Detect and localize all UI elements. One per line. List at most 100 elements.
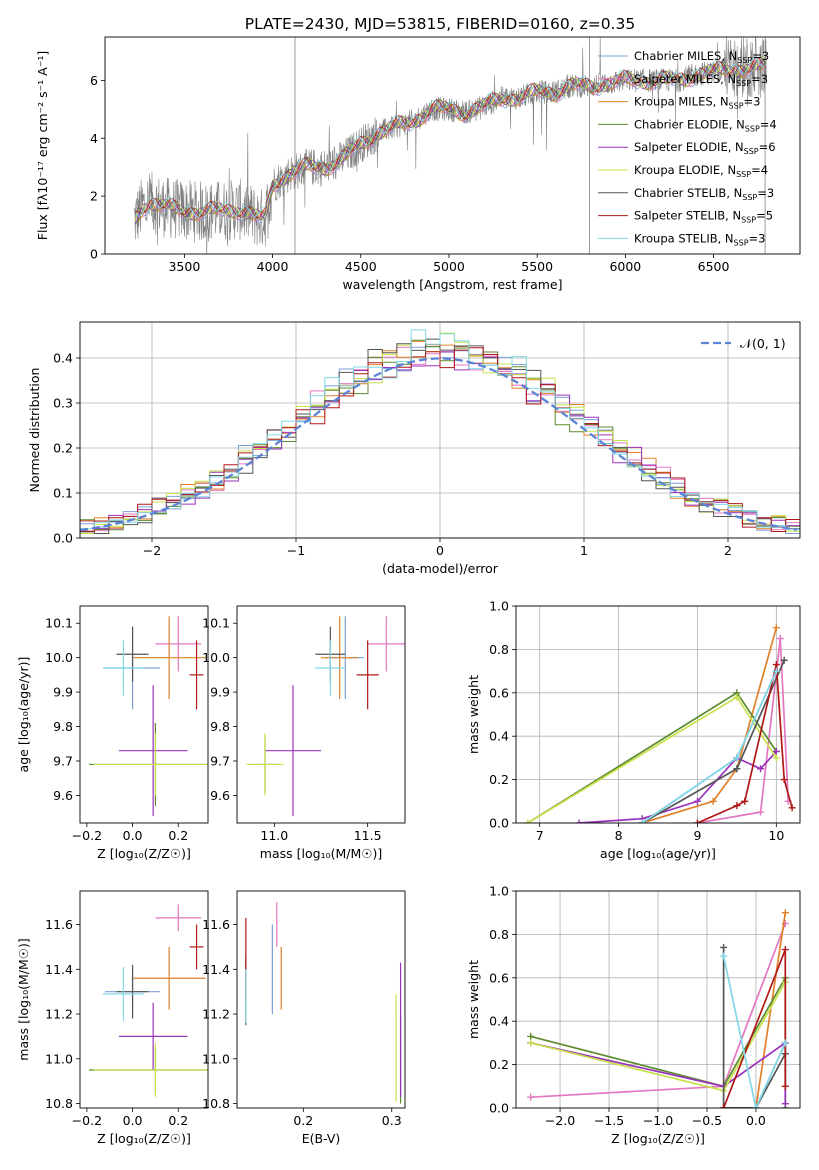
plus-marker [693, 819, 701, 823]
plot-content [80, 329, 800, 538]
plus-marker [720, 943, 728, 951]
y-tick-label: 0.1 [53, 486, 73, 501]
x-tick-label: 3500 [168, 259, 200, 274]
plus-marker [733, 754, 741, 762]
axes-frame: −0.2 0.0 0.2 9.6 9.7 9.8 9.9 10.0 10.1 Z [log₁₀(Z… [16, 605, 209, 861]
y-tick-label: 0.0 [489, 1101, 509, 1116]
plus-marker [638, 819, 646, 823]
y-tick-label: 0.3 [53, 396, 73, 411]
legend-label: Chabrier ELODIE, NSSP=4 [634, 117, 777, 133]
x-tick-label: 5000 [433, 259, 465, 274]
y-tick-label: 9.8 [53, 719, 73, 734]
y-tick-label: 0.4 [489, 1014, 509, 1029]
plus-marker [781, 909, 789, 917]
legend-label: Chabrier STELIB, NSSP=3 [634, 186, 774, 202]
legend-nssp: =4 [760, 117, 777, 131]
plot-content [89, 904, 208, 1097]
x-axis-label: age [log₁₀(age/yr)] [600, 846, 716, 861]
y-tick-label: 10.8 [202, 1096, 230, 1111]
plus-marker [772, 661, 780, 669]
x-tick-label: −2.0 [545, 1113, 575, 1128]
legend-nssp: =3 [757, 186, 774, 200]
x-tick-label: −0.2 [72, 1113, 102, 1128]
y-tick-label: 11.4 [202, 962, 230, 977]
y-tick-label: 0.8 [489, 927, 509, 942]
legend-nssp: =6 [759, 140, 776, 154]
plus-marker [780, 776, 788, 784]
y-tick-label: 0.6 [489, 970, 509, 985]
legend-label: Chabrier MILES, NSSP=3 [634, 49, 769, 65]
y-tick-label: 11.2 [45, 1007, 73, 1022]
x-tick-label: 7 [536, 828, 544, 843]
legend-subscript: SSP [734, 238, 749, 247]
x-axis-label: Z [log₁₀(Z/Z☉)] [97, 846, 191, 861]
plot-layer: 3500 4000 4500 5000 5500 6000 6500 0 2 4 6 waveleng… [16, 36, 801, 1146]
axes-frame: 0.2 0.3 10.8 11.0 11.2 11.4 11.6 E(B-V) [202, 890, 406, 1146]
model-line [134, 56, 766, 219]
legend-subscript: SSP [744, 147, 759, 156]
legend: 𝒩(0, 1) [701, 336, 786, 351]
plus-marker [752, 1104, 760, 1108]
y-tick-label: 11.4 [45, 962, 73, 977]
y-tick-label: 2 [90, 189, 98, 204]
y-tick-label: 0.8 [489, 642, 509, 657]
plus-marker [733, 802, 741, 810]
x-axis-label: (data-model)/error [382, 561, 499, 576]
y-tick-label: 0 [90, 247, 98, 262]
x-tick-label: 6500 [698, 259, 730, 274]
legend-label: 𝒩(0, 1) [740, 336, 786, 351]
y-tick-label: 11.6 [45, 917, 73, 932]
y-tick-label: 11.6 [202, 917, 230, 932]
plot-content [89, 616, 208, 817]
x-axis-label: Z [log₁₀(Z/Z☉)] [611, 1131, 705, 1146]
x-axis-label: wavelength [Angstrom, rest frame] [342, 277, 562, 292]
y-tick-label: 0.2 [489, 772, 509, 787]
y-tick-label: 9.8 [210, 719, 230, 734]
y-tick-label: 9.9 [53, 685, 73, 700]
x-tick-label: −2 [143, 543, 161, 558]
panel-weight_age: 7 8 9 10 0.0 0.2 0.4 0.6 0.8 1.0 age [log₁₀(age/yr… [466, 599, 801, 861]
plus-marker [524, 819, 532, 823]
plus-marker [781, 1082, 789, 1090]
plus-marker [733, 765, 741, 773]
axes-border [79, 605, 209, 824]
panel-age_mass: 11.0 11.5 9.6 9.7 9.8 9.9 10.0 10.1 mass [log₁₀(… [202, 605, 406, 861]
x-tick-label: 4000 [257, 259, 289, 274]
plot-content [524, 624, 796, 823]
panel-age_Z: −0.2 0.0 0.2 9.6 9.7 9.8 9.9 10.0 10.1 Z [log₁₀(Z… [16, 605, 209, 861]
plus-marker [733, 693, 741, 701]
plus-marker [720, 1104, 728, 1108]
plus-marker [772, 667, 780, 675]
y-tick-label: 1.0 [489, 599, 509, 614]
plus-marker [776, 635, 784, 643]
legend-label: Kroupa ELODIE, NSSP=4 [634, 163, 768, 179]
plus-marker [693, 797, 701, 805]
legend-label-main: Salpeter ELODIE, N [634, 140, 744, 154]
weight-line [722, 947, 787, 1108]
x-tick-label: 0.2 [168, 828, 188, 843]
plus-marker [772, 747, 780, 755]
legend-nssp: =3 [744, 95, 761, 109]
plus-marker [720, 952, 728, 960]
legend-subscript: SSP [742, 193, 757, 202]
y-tick-label: 11.0 [45, 1051, 73, 1066]
x-tick-label: 0.2 [168, 1113, 188, 1128]
panel-mass_Z: −0.2 0.0 0.2 10.8 11.0 11.2 11.4 11.6 Z [log₁₀(Z… [16, 890, 209, 1146]
x-tick-label: 0 [436, 543, 444, 558]
plus-marker [788, 804, 796, 812]
legend-nssp: =4 [751, 163, 768, 177]
y-tick-label: 10.1 [202, 616, 230, 631]
legend-label: Kroupa MILES, NSSP=3 [634, 95, 760, 111]
weight-line [723, 912, 787, 1108]
x-tick-label: 0.3 [382, 1113, 402, 1128]
figure-title: PLATE=2430, MJD=53815, FIBERID=0160, z=0… [245, 15, 635, 33]
y-tick-label: 0.2 [489, 1057, 509, 1072]
legend-subscript: SSP [729, 102, 744, 111]
x-tick-label: 0.0 [123, 828, 143, 843]
legend-label-main: Chabrier ELODIE, N [634, 117, 745, 131]
legend-label-main: Chabrier MILES, N [634, 49, 737, 63]
y-tick-label: 0.0 [489, 816, 509, 831]
x-tick-label: 11.5 [354, 828, 382, 843]
x-tick-label: 10 [768, 828, 784, 843]
x-tick-label: 1 [580, 543, 588, 558]
